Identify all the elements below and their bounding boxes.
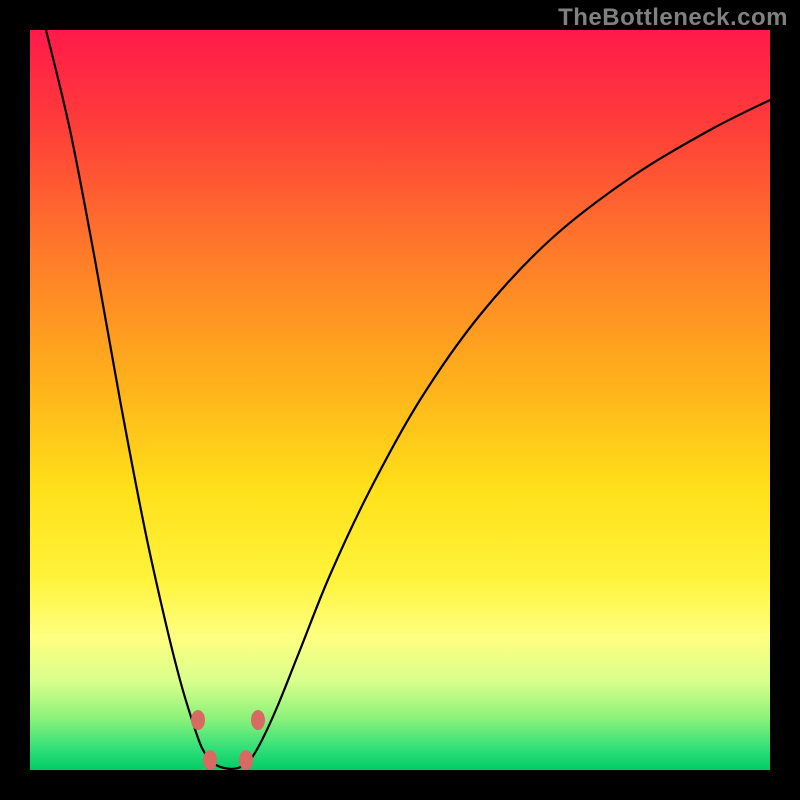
watermark-label: TheBottleneck.com (558, 4, 788, 32)
valley-marker (191, 710, 205, 730)
bottleneck-chart (0, 0, 800, 800)
valley-marker (203, 750, 217, 770)
gradient-background (30, 30, 770, 770)
chart-canvas: TheBottleneck.com (0, 0, 800, 800)
valley-marker (251, 710, 265, 730)
valley-marker (239, 750, 253, 770)
